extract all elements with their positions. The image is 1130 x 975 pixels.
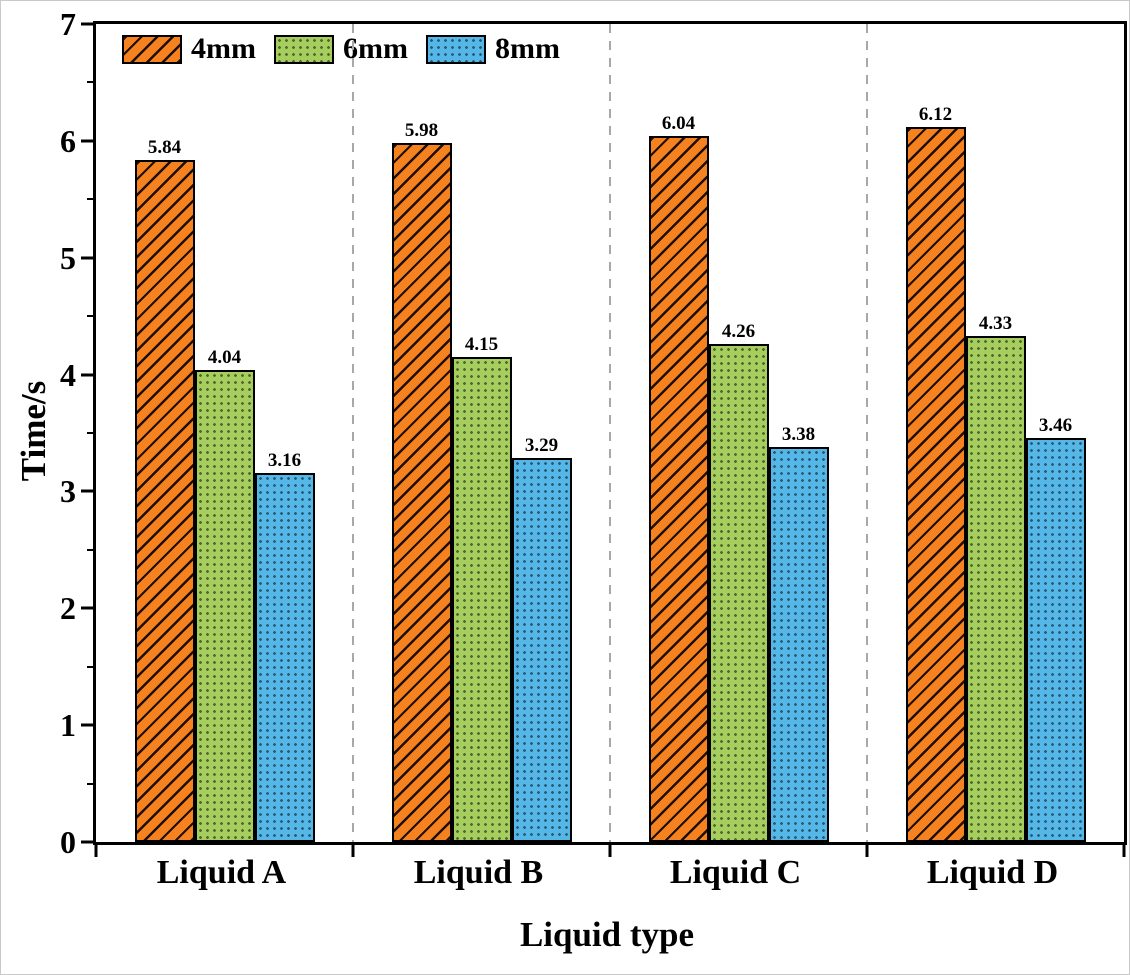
bar-value-label: 5.84 — [147, 136, 182, 158]
y-tick-label: 0 — [60, 824, 76, 860]
bar-8mm: 3.29 — [511, 436, 572, 842]
bar-6mm: 4.15 — [451, 335, 512, 842]
legend: 4mm 6mm 8mm — [122, 34, 560, 64]
y-major-tick — [81, 22, 93, 26]
x-tick — [608, 845, 612, 857]
x-category-label: Liquid B — [413, 854, 544, 891]
bar-value-label: 4.33 — [978, 313, 1013, 335]
legend-label-4mm: 4mm — [191, 32, 256, 65]
group-separator — [866, 24, 868, 842]
y-major-tick — [81, 373, 93, 377]
legend-swatch-8mm — [425, 34, 486, 64]
x-category-label: Liquid C — [669, 854, 802, 891]
bar-value-label: 3.38 — [781, 424, 816, 446]
legend-label-8mm: 8mm — [494, 32, 560, 65]
y-tick-label: 4 — [60, 356, 76, 393]
y-tick-label: 7 — [60, 6, 76, 42]
y-tick-label: 2 — [60, 590, 76, 627]
group-separator — [609, 24, 611, 842]
x-axis-category-labels: Liquid A Liquid B Liquid C Liquid D — [93, 851, 1121, 895]
bar-value-label: 3.29 — [524, 434, 559, 456]
y-tick-label: 3 — [60, 473, 76, 510]
bar-6mm: 4.04 — [194, 348, 255, 842]
x-tick — [865, 845, 869, 857]
bar-group: 5.98 4.15 3.29 — [353, 24, 610, 842]
y-minor-tick — [87, 198, 93, 201]
bar-6mm: 4.26 — [708, 322, 769, 842]
bar-value-label: 3.46 — [1038, 414, 1073, 436]
bar-4mm: 6.12 — [905, 105, 966, 842]
bar-value-label: 4.26 — [721, 321, 756, 343]
x-tick — [94, 845, 98, 857]
y-major-tick — [81, 139, 93, 143]
y-minor-tick — [87, 432, 93, 434]
legend-swatch-6mm — [273, 34, 334, 64]
bar-value-label: 3.16 — [267, 449, 302, 471]
x-tick — [351, 845, 355, 857]
bar-8mm: 3.38 — [768, 425, 829, 842]
y-major-tick — [81, 256, 93, 260]
bar-value-label: 6.12 — [918, 103, 953, 125]
y-major-tick — [81, 489, 93, 493]
y-major-tick — [81, 840, 93, 844]
bar-value-label: 5.98 — [404, 120, 439, 142]
bar-value-label: 4.04 — [207, 346, 242, 368]
group-separator — [352, 24, 354, 842]
y-major-tick — [81, 606, 93, 610]
y-major-tick — [81, 723, 93, 727]
bar-value-label: 4.15 — [464, 334, 499, 356]
legend-item-8mm: 8mm — [425, 32, 560, 65]
x-tick — [1122, 845, 1126, 857]
legend-item-4mm: 4mm — [122, 34, 256, 64]
bar-value-label: 6.04 — [661, 113, 696, 135]
plot-area: 4mm 6mm 8mm 0 1 2 3 4 5 6 7 5.84 4.04 3.16 5.98 4.15 3.… — [60, 8, 1127, 858]
bar-group: 5.84 4.04 3.16 — [96, 24, 353, 842]
bar-8mm: 3.16 — [254, 451, 315, 842]
x-category-label: Liquid A — [156, 854, 287, 891]
bar-group: 6.12 4.33 3.46 — [867, 24, 1124, 842]
y-minor-tick — [87, 81, 93, 84]
y-tick-label: 5 — [60, 239, 76, 276]
bar-8mm: 3.46 — [1025, 416, 1086, 842]
y-minor-tick — [87, 782, 93, 785]
x-category-label: Liquid D — [926, 854, 1059, 891]
y-minor-tick — [87, 315, 93, 318]
bar-4mm: 5.84 — [134, 138, 195, 842]
x-axis-title: Liquid type — [519, 915, 695, 954]
y-tick-label: 1 — [60, 707, 76, 744]
y-minor-tick — [87, 665, 93, 668]
bar-4mm: 5.98 — [391, 121, 452, 842]
y-tick-label: 6 — [60, 122, 76, 159]
legend-swatch-4mm — [122, 34, 182, 64]
bar-group: 6.04 4.26 3.38 — [610, 24, 867, 842]
bar-6mm: 4.33 — [965, 314, 1026, 842]
y-minor-tick — [87, 548, 93, 551]
bar-4mm: 6.04 — [648, 114, 709, 842]
y-axis-title: Time/s — [14, 380, 53, 482]
